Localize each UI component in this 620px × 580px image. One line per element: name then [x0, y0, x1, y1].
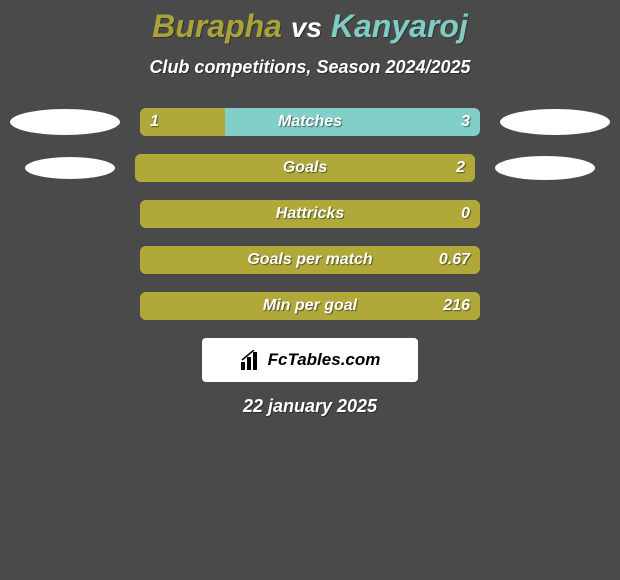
bar-background: Min per goal 216	[140, 292, 480, 320]
bar-background: Hattricks 0	[140, 200, 480, 228]
left-ellipse	[10, 109, 120, 135]
stat-bar: Min per goal 216	[140, 292, 480, 320]
bar-label: Min per goal	[263, 297, 357, 315]
logo-box: FcTables.com	[202, 338, 418, 382]
right-ellipse	[495, 156, 595, 180]
title: Burapha vs Kanyaroj	[0, 8, 620, 45]
stat-bar: Goals 2	[135, 154, 475, 182]
bar-chart-icon	[240, 350, 262, 370]
bar-label: Hattricks	[276, 205, 344, 223]
right-value: 3	[461, 113, 470, 131]
player2-name: Kanyaroj	[331, 8, 468, 44]
stat-row: 1 Matches 3	[0, 108, 620, 136]
right-value: 2	[456, 159, 465, 177]
date-text: 22 january 2025	[0, 396, 620, 417]
subtitle: Club competitions, Season 2024/2025	[0, 57, 620, 78]
stat-row: Hattricks 0	[0, 200, 620, 228]
stat-row: Min per goal 216	[0, 292, 620, 320]
bar-label: Goals per match	[247, 251, 372, 269]
vs-text: vs	[291, 12, 322, 43]
right-value: 0.67	[439, 251, 470, 269]
right-value: 216	[443, 297, 470, 315]
stat-bar: Hattricks 0	[140, 200, 480, 228]
stat-bar: 1 Matches 3	[140, 108, 480, 136]
bar-background: 1 Matches 3	[140, 108, 480, 136]
right-ellipse	[500, 109, 610, 135]
bar-label: Goals	[283, 159, 327, 177]
bar-background: Goals 2	[135, 154, 475, 182]
stat-bar: Goals per match 0.67	[140, 246, 480, 274]
stat-row: Goals per match 0.67	[0, 246, 620, 274]
comparison-infographic: Burapha vs Kanyaroj Club competitions, S…	[0, 0, 620, 580]
left-value: 1	[150, 113, 159, 131]
logo-text: FcTables.com	[268, 350, 381, 370]
stat-row: Goals 2	[0, 154, 620, 182]
right-value: 0	[461, 205, 470, 223]
bar-label: Matches	[278, 113, 342, 131]
player1-name: Burapha	[152, 8, 282, 44]
bar-background: Goals per match 0.67	[140, 246, 480, 274]
stat-rows: 1 Matches 3 Goals 2 Hattricks 0 Goals per match…	[0, 108, 620, 320]
left-ellipse	[25, 157, 115, 179]
